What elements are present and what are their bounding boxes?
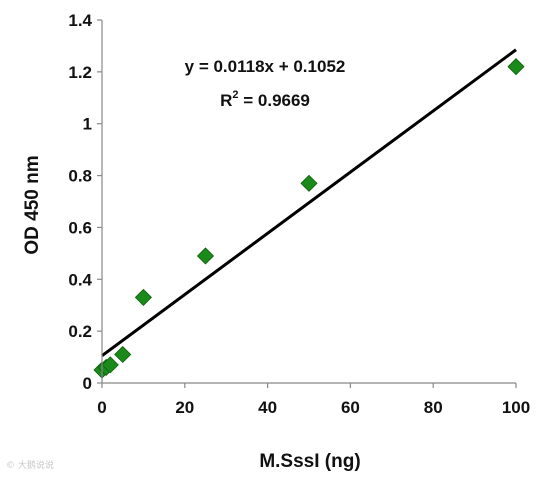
x-tick-label: 100: [502, 398, 530, 417]
y-axis-title: OD 450 nm: [22, 155, 43, 254]
data-point: [114, 345, 132, 364]
y-tick-label: 0.8: [68, 167, 92, 186]
x-tick-label: 80: [424, 398, 443, 417]
watermark: © 大鹅说说: [6, 461, 54, 471]
data-point: [507, 58, 525, 76]
x-tick-label: 20: [175, 398, 194, 417]
data-points: [93, 58, 525, 379]
trendline: [101, 48, 517, 357]
y-tick-label: 1.4: [68, 11, 92, 30]
x-tick-label: 60: [341, 398, 360, 417]
data-point: [300, 174, 318, 192]
y-tick-label: 1.2: [68, 63, 92, 82]
r-squared-label: R2 = 0.9669: [220, 89, 310, 110]
data-point: [134, 288, 152, 307]
x-tick-label: 0: [97, 398, 106, 417]
regression-equation: y = 0.0118x + 0.1052: [185, 57, 346, 76]
y-tick-label: 0: [83, 374, 92, 393]
x-tick-label: 40: [258, 398, 277, 417]
x-axis-title: M.SssI (ng): [259, 451, 360, 472]
y-tick-label: 0.6: [68, 218, 92, 237]
data-point: [101, 356, 119, 374]
trendline-layer: [101, 48, 517, 357]
y-tick-label: 0.4: [68, 270, 92, 289]
y-tick-label: 1: [83, 115, 92, 134]
data-point: [196, 247, 215, 265]
axes: 0 0.2 0.4 0.6 0.8 1 1.2 1.4 0 20 40 60 80 100: [68, 11, 530, 417]
y-tick-label: 0.2: [68, 322, 92, 341]
